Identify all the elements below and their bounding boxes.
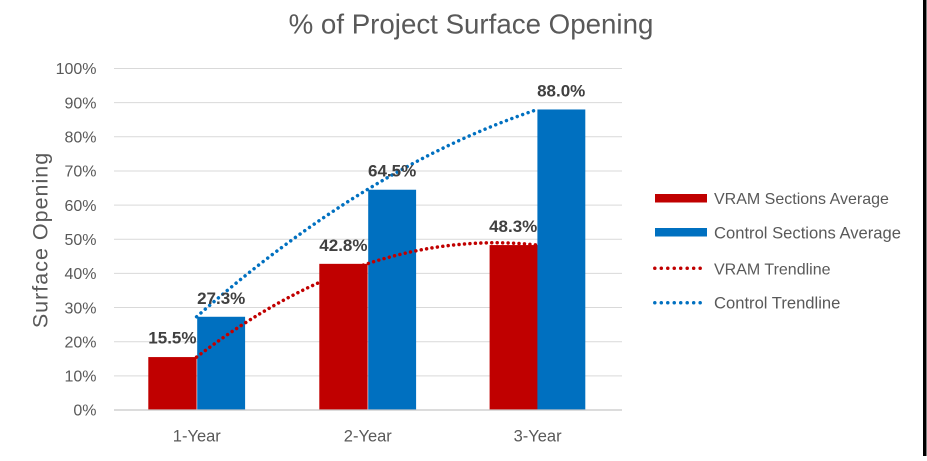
svg-text:10%: 10%: [64, 369, 96, 386]
svg-text:48.3%: 48.3%: [489, 217, 537, 236]
svg-text:VRAM Sections Average: VRAM Sections Average: [714, 191, 889, 208]
svg-text:0%: 0%: [73, 403, 96, 420]
svg-text:100%: 100%: [56, 61, 97, 78]
svg-text:27.3%: 27.3%: [197, 289, 245, 308]
svg-text:VRAM Trendline: VRAM Trendline: [714, 261, 831, 278]
svg-text:40%: 40%: [64, 266, 96, 283]
svg-text:2-Year: 2-Year: [344, 428, 393, 446]
svg-text:42.8%: 42.8%: [319, 236, 367, 255]
svg-text:64.5%: 64.5%: [368, 162, 416, 181]
svg-text:60%: 60%: [64, 198, 96, 215]
svg-text:80%: 80%: [64, 130, 96, 147]
svg-text:20%: 20%: [64, 334, 96, 351]
svg-text:50%: 50%: [64, 232, 96, 249]
svg-text:1-Year: 1-Year: [173, 428, 222, 446]
svg-text:30%: 30%: [64, 300, 96, 317]
svg-text:Surface Opening: Surface Opening: [29, 152, 53, 328]
svg-text:15.5%: 15.5%: [148, 329, 196, 348]
svg-text:90%: 90%: [64, 95, 96, 112]
svg-text:Control Trendline: Control Trendline: [714, 294, 840, 313]
svg-text:% of Project Surface Opening: % of Project Surface Opening: [289, 9, 654, 40]
svg-text:3-Year: 3-Year: [514, 428, 563, 446]
svg-text:Control Sections Average: Control Sections Average: [714, 223, 901, 242]
svg-text:70%: 70%: [64, 164, 96, 181]
svg-text:88.0%: 88.0%: [537, 82, 585, 101]
